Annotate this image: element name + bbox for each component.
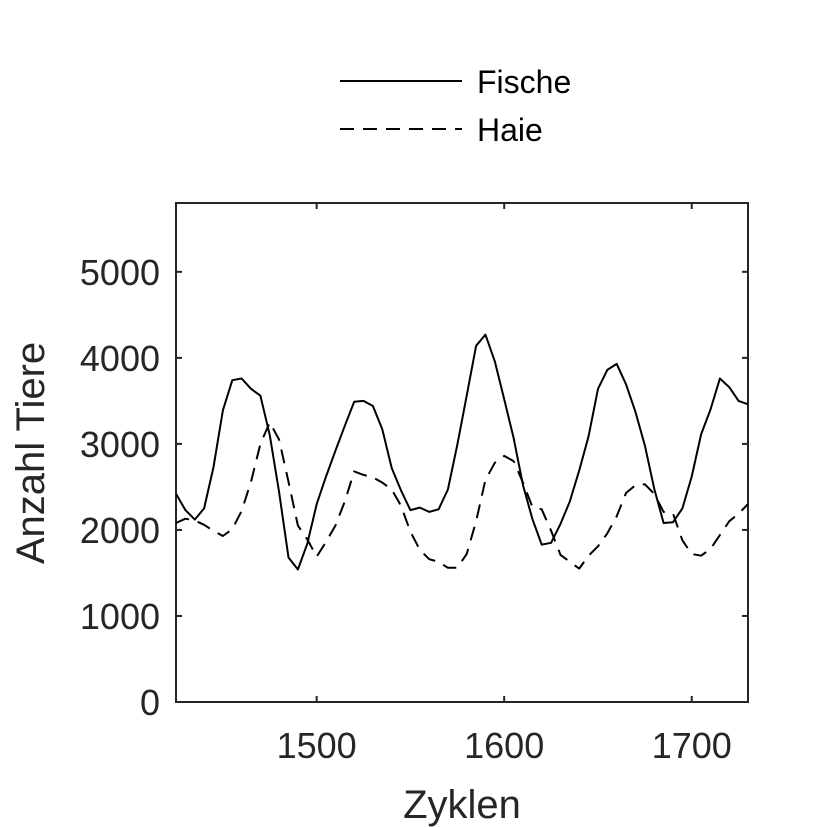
y-tick-labels: 0 1000 2000 3000 4000 5000 xyxy=(80,252,160,723)
x-tick-label: 1600 xyxy=(464,725,544,766)
y-axis-title: Anzahl Tiere xyxy=(9,342,53,564)
y-tick-label: 2000 xyxy=(80,510,160,551)
legend-label-haie: Haie xyxy=(477,112,543,148)
x-tick-labels: 1500 1600 1700 xyxy=(277,725,732,766)
plot-area xyxy=(175,202,749,703)
y-tick-label: 1000 xyxy=(80,596,160,637)
y-tick-label: 4000 xyxy=(80,338,160,379)
y-tick-label: 5000 xyxy=(80,252,160,293)
y-tick-label: 3000 xyxy=(80,424,160,465)
legend: Fische Haie xyxy=(340,64,571,148)
axis-ticks xyxy=(176,203,748,703)
x-tick-label: 1700 xyxy=(652,725,732,766)
series-layer xyxy=(176,333,748,571)
x-tick-label: 1500 xyxy=(277,725,357,766)
legend-label-fische: Fische xyxy=(477,64,571,100)
series-line-fische xyxy=(176,333,748,571)
x-axis-title: Zyklen xyxy=(403,783,521,827)
series-line-haie xyxy=(176,421,748,570)
y-tick-label: 0 xyxy=(140,682,160,723)
